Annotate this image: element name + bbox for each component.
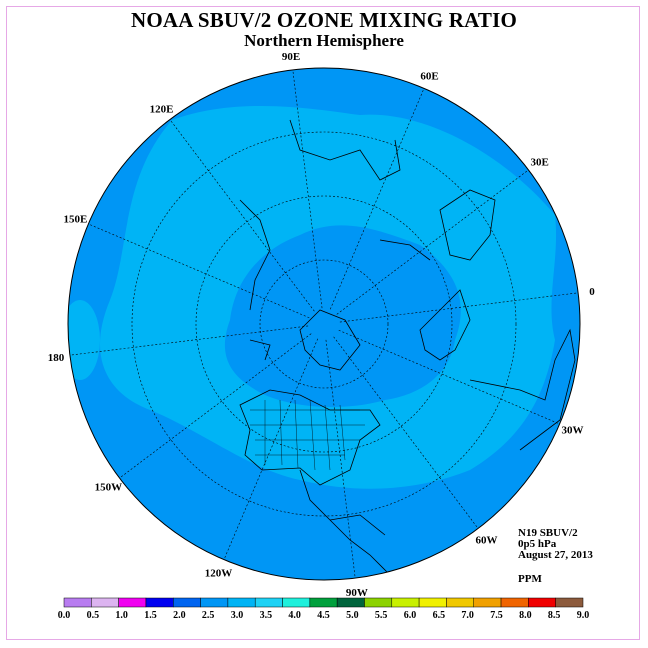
lon-label-11: 120E <box>150 103 174 115</box>
colorbar-label-10: 5.0 <box>346 610 359 621</box>
colorbar-swatch-2 <box>118 597 147 608</box>
colorbar: 0.0 0.5 1.0 1.5 2.0 2.5 3.0 3.5 4.0 4.5 5.0 5.5 6.0 6… <box>58 597 590 621</box>
info-level: 0p5 hPa <box>518 538 557 550</box>
lon-label-6: 90W <box>346 587 368 599</box>
meridian-line <box>69 325 309 356</box>
lon-label-2: 30E <box>530 157 548 169</box>
colorbar-swatch-5 <box>200 597 229 608</box>
lon-label-10: 150E <box>64 214 88 226</box>
meridian-line <box>223 338 319 560</box>
info-satellite: N19 SBUV/2 <box>518 527 578 539</box>
lon-label-4: 30W <box>562 424 584 436</box>
colorbar-label-13: 6.5 <box>433 610 446 621</box>
colorbar-label-18: 9.0 <box>577 610 590 621</box>
colorbar-swatch-13 <box>418 597 447 608</box>
colorbar-swatch-17 <box>528 597 556 608</box>
meridian-line <box>292 69 323 309</box>
colorbar-swatch-10 <box>336 597 365 608</box>
lon-label-7: 120W <box>205 568 233 580</box>
colorbar-swatch-14 <box>446 597 474 608</box>
colorbar-label-4: 2.0 <box>173 610 186 621</box>
meridian-line <box>329 88 425 310</box>
colorbar-swatch-4 <box>173 597 201 608</box>
plot-frame <box>6 6 640 640</box>
lon-label-1: 60E <box>420 70 438 82</box>
colorbar-label-2: 1.0 <box>115 610 128 621</box>
meridian-line <box>119 333 312 479</box>
meridian-line <box>339 292 579 323</box>
colorbar-label-15: 7.5 <box>490 610 503 621</box>
colorbar-label-9: 4.5 <box>317 610 330 621</box>
info-date: August 27, 2013 <box>518 549 593 561</box>
colorbar-label-5: 2.5 <box>202 610 215 621</box>
colorbar-label-1: 0.5 <box>87 610 100 621</box>
lat-circle-60 <box>195 195 453 453</box>
colorbar-label-11: 5.5 <box>375 610 388 621</box>
colorbar-swatch-3 <box>145 597 174 608</box>
colorbar-label-8: 4.0 <box>288 610 301 621</box>
colorbar-label-3: 1.5 <box>144 610 157 621</box>
chart-title: NOAA SBUV/2 OZONE MIXING RATIO <box>131 8 517 32</box>
ozone-field-left-patch <box>68 300 100 380</box>
colorbar-swatch-8 <box>282 597 311 608</box>
colorbar-swatch-16 <box>500 597 529 608</box>
chart-subtitle: Northern Hemisphere <box>244 31 404 50</box>
map-outline <box>67 67 581 581</box>
lon-label-8: 150W <box>95 481 123 493</box>
colorbar-swatch-7 <box>254 597 283 608</box>
colorbar-label-12: 6.0 <box>404 610 417 621</box>
ozone-field-2.5-core <box>224 225 461 407</box>
colorbar-swatch-11 <box>364 597 393 608</box>
lat-circle-45 <box>131 131 517 517</box>
meridian-line <box>336 169 529 315</box>
meridian-line <box>333 336 479 529</box>
lon-label-9: 180 <box>48 352 65 364</box>
us-states-grid <box>250 399 365 471</box>
lon-label-5: 60W <box>475 535 497 547</box>
colorbar-label-14: 7.0 <box>461 610 474 621</box>
meridian-line <box>325 339 356 579</box>
colorbar-swatch-6 <box>227 597 256 608</box>
colorbar-label-7: 3.5 <box>260 610 273 621</box>
coastlines <box>239 119 576 576</box>
colorbar-swatch-18 <box>555 597 584 608</box>
meridian-line <box>169 119 315 312</box>
info-units: PPM <box>518 573 542 585</box>
graticule <box>69 69 579 579</box>
lon-label-3: 0 <box>589 286 595 298</box>
colorbar-swatch-9 <box>309 597 338 608</box>
meridian-line <box>338 329 560 425</box>
colorbar-swatch-12 <box>391 597 420 608</box>
colorbar-label-17: 8.5 <box>548 610 561 621</box>
colorbar-label-16: 8.0 <box>519 610 532 621</box>
colorbar-swatch-15 <box>473 597 502 608</box>
colorbar-swatch-1 <box>91 597 119 608</box>
colorbar-label-6: 3.0 <box>231 610 244 621</box>
lon-label-0: 90E <box>282 51 300 63</box>
colorbar-swatch-0 <box>63 597 92 608</box>
meridian-line <box>88 223 310 319</box>
lat-circle-75 <box>259 259 389 389</box>
colorbar-label-0: 0.0 <box>58 610 71 621</box>
